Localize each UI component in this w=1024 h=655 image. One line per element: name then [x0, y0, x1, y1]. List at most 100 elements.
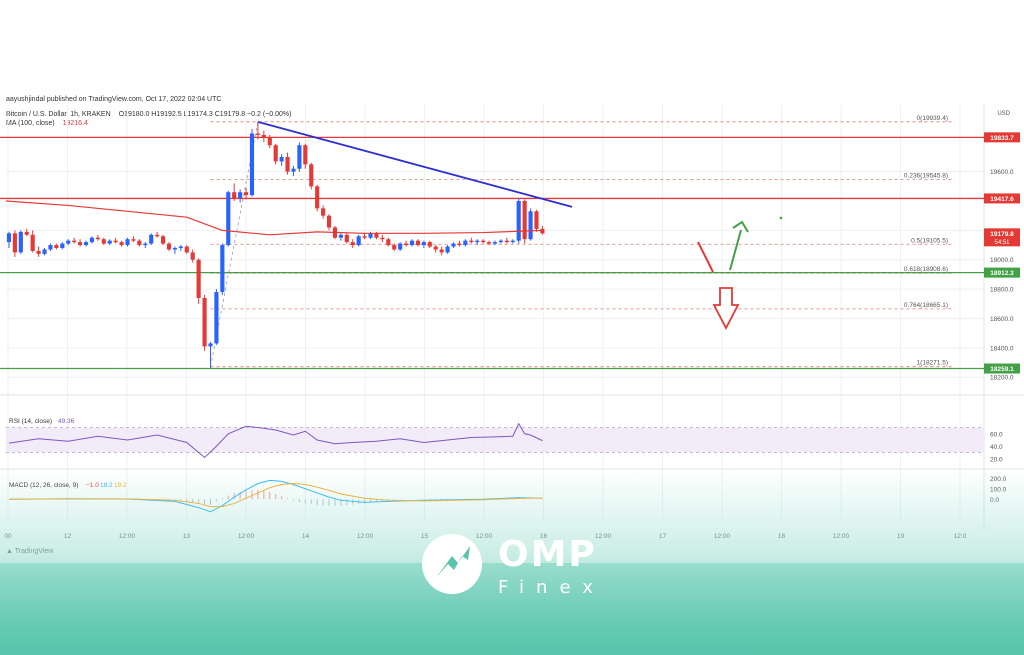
- candle-body: [261, 134, 266, 138]
- candle-body: [214, 292, 219, 344]
- currency-label: USD: [997, 111, 1010, 117]
- price-level-tag: [984, 267, 1020, 278]
- macd-tick-label: 100.0: [990, 486, 1007, 493]
- fib-level-label: 0.236(19545.8): [904, 173, 948, 180]
- macd-legend-value: 18.2: [100, 482, 113, 489]
- candle-body: [166, 243, 172, 250]
- descending-trendline: [257, 121, 573, 208]
- candle-body: [66, 240, 71, 244]
- rsi-legend-value: 49.36: [58, 418, 75, 425]
- candle-body: [398, 243, 403, 250]
- candle-body: [113, 240, 118, 243]
- candle-body: [303, 145, 308, 165]
- candle-body: [344, 234, 349, 243]
- candle-body: [486, 242, 492, 244]
- candle-body: [291, 168, 296, 172]
- candle-body: [226, 192, 231, 246]
- candle-body: [220, 245, 225, 293]
- candle-body: [409, 240, 415, 246]
- current-price-label: 19179.8: [990, 231, 1014, 238]
- candle-body: [392, 245, 397, 250]
- rsi-tick-label: 20.0: [990, 456, 1003, 463]
- rsi-legend-label: RSI (14, close): [9, 418, 52, 425]
- candle-body: [6, 233, 12, 243]
- symbol-line: Bitcoin / U.S. Dollar, 1h, KRAKEN O19180…: [6, 111, 291, 118]
- omp-logo-icon: [422, 534, 482, 594]
- candle-body: [315, 186, 320, 209]
- candle-body: [143, 243, 148, 246]
- candle-body: [421, 242, 426, 246]
- candle-body: [190, 252, 195, 260]
- macd-tick-label: 200.0: [990, 476, 1007, 483]
- price-tick-label: 19000.0: [990, 257, 1014, 264]
- candle-body: [196, 259, 201, 298]
- candle-body: [267, 137, 272, 146]
- time-tick-label: 12:00: [238, 533, 255, 540]
- logo-main-text: OMP: [498, 534, 597, 575]
- candle-body: [149, 234, 154, 244]
- current-price-countdown: 54:51: [994, 240, 1010, 246]
- candle-body: [321, 208, 326, 216]
- fib-level-label: 0.764(18665.1): [904, 302, 948, 309]
- candle-body: [427, 242, 432, 247]
- candle-body: [72, 240, 77, 243]
- time-tick-label: 14: [302, 533, 310, 540]
- fib-level-label: 1(18271.5): [917, 360, 948, 367]
- time-tick-label: 00: [4, 533, 12, 540]
- bullish-arrow-stroke: [729, 229, 742, 271]
- horizontal-levels: [0, 136, 984, 370]
- candle-body: [12, 233, 17, 253]
- candle-body: [463, 240, 468, 246]
- tradingview-label: TradingView: [14, 548, 54, 555]
- candle-body: [368, 233, 373, 238]
- candle-body: [24, 231, 29, 235]
- candle-body: [297, 145, 302, 169]
- candle-body: [534, 211, 539, 229]
- candle-body: [362, 236, 367, 238]
- fib-level-label: 0.5(19105.5): [911, 237, 948, 244]
- time-tick-label: 12:00: [714, 533, 731, 540]
- candle-body: [54, 245, 59, 248]
- macd-legend-label: MACD (12, 26, close, 9): [9, 482, 78, 489]
- candle-body: [30, 234, 35, 251]
- candle-body: [208, 343, 213, 347]
- tradingview-brand: ▲ TradingView: [6, 548, 53, 555]
- candle-body: [386, 239, 391, 246]
- bearish-arrow-stroke: [697, 241, 714, 273]
- price-tick-label: 19600.0: [990, 169, 1014, 176]
- symbol-name: Bitcoin / U.S. Dollar, 1h, KRAKEN: [6, 111, 111, 118]
- rsi-tick-label: 40.0: [990, 444, 1003, 451]
- candle-body: [415, 240, 421, 246]
- price-axis: 19833.719417.618912.318259.119600.019200…: [984, 132, 1020, 382]
- candle-body: [326, 215, 332, 228]
- ma100-line: [5, 200, 543, 236]
- time-tick-label: 12: [64, 533, 72, 540]
- time-tick-label: 12:00: [357, 533, 374, 540]
- candle-body: [510, 240, 515, 243]
- candle-body: [350, 242, 355, 246]
- macd-tick-label: 0.0: [990, 497, 999, 504]
- candle-body: [285, 156, 290, 172]
- fib-level-label: 0.618(18908.6): [904, 266, 948, 273]
- ohlc-values: O19180.0 H19192.5 L19174.3 C19179.8 −0.2…: [118, 111, 292, 118]
- candle-body: [492, 242, 498, 244]
- price-tick-label: 18800.0: [990, 287, 1014, 294]
- price-tick-label: 18400.0: [990, 345, 1014, 352]
- candle-body: [83, 242, 89, 246]
- rsi-line: [8, 422, 543, 459]
- time-tick-label: 12:0: [954, 533, 967, 540]
- up-arrow-icon: [732, 220, 749, 233]
- time-tick-label: 12:00: [119, 533, 136, 540]
- candle-body: [60, 243, 65, 248]
- time-tick-label: 13: [183, 533, 191, 540]
- candle-body: [107, 240, 112, 244]
- rsi-tick-label: 60.0: [990, 431, 1003, 438]
- price-level-tag-label: 19833.7: [990, 135, 1014, 142]
- ma-line: [5, 200, 543, 236]
- current-price-tag: [984, 228, 1020, 247]
- candle-body: [172, 248, 178, 250]
- candle-body: [273, 145, 278, 162]
- candle-body: [125, 239, 130, 246]
- candle-body: [356, 236, 361, 246]
- omp-finex-logo: OMP Finex: [418, 530, 618, 600]
